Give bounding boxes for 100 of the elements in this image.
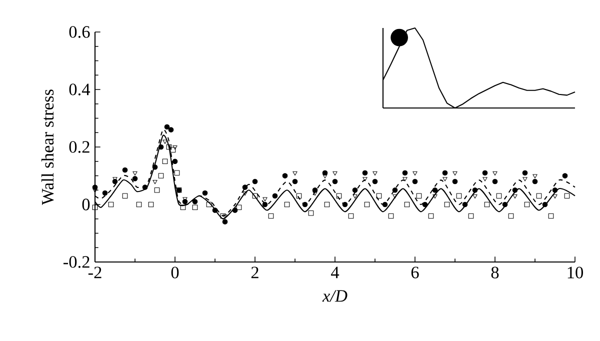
point — [542, 202, 548, 208]
point — [174, 170, 180, 176]
point — [252, 178, 258, 184]
point — [148, 202, 154, 208]
point — [348, 213, 354, 219]
point — [508, 213, 514, 219]
point — [564, 193, 570, 199]
point — [312, 187, 318, 193]
y-tick-label: 0.2 — [69, 141, 90, 153]
point — [122, 193, 128, 199]
point — [548, 213, 554, 219]
point — [392, 194, 398, 199]
point — [162, 140, 168, 144]
point — [162, 158, 168, 164]
point — [332, 171, 338, 176]
point — [152, 164, 158, 170]
point — [502, 202, 508, 208]
x-tick-label: 8 — [491, 266, 499, 278]
point — [220, 213, 226, 219]
x-tick-label: 2 — [251, 266, 258, 278]
point — [166, 144, 172, 150]
x-tick-label: 4 — [331, 266, 340, 278]
y-tick-label: 0 — [82, 198, 90, 210]
point — [352, 194, 358, 199]
point — [292, 178, 298, 184]
point — [302, 202, 308, 208]
point — [236, 204, 242, 210]
point — [132, 171, 138, 176]
point — [364, 202, 370, 208]
point — [308, 210, 314, 216]
point — [432, 194, 438, 199]
point — [172, 158, 178, 164]
point — [536, 193, 542, 199]
y-axis-title: Wall shear stress — [41, 90, 54, 205]
point — [402, 170, 408, 176]
point — [362, 170, 368, 176]
point — [382, 202, 388, 208]
point — [452, 178, 458, 184]
point — [164, 124, 170, 130]
point — [252, 193, 258, 199]
point — [412, 171, 418, 176]
point — [136, 202, 142, 208]
point — [92, 204, 98, 210]
point — [522, 177, 528, 182]
point — [496, 193, 502, 199]
point — [524, 202, 530, 208]
point — [312, 192, 318, 196]
point — [154, 187, 160, 193]
point — [284, 202, 290, 208]
point — [484, 202, 490, 208]
point — [552, 194, 558, 199]
point — [442, 177, 448, 182]
point — [342, 202, 348, 208]
point — [372, 178, 378, 184]
point — [482, 170, 488, 176]
x-tick-label: 10 — [568, 266, 584, 278]
point — [444, 202, 450, 208]
point — [158, 144, 164, 150]
point — [192, 204, 198, 210]
point — [352, 187, 358, 193]
point — [404, 202, 410, 208]
point — [152, 180, 158, 184]
point — [512, 194, 518, 199]
y-tick-label: -0.2 — [64, 256, 90, 268]
point — [222, 214, 228, 219]
point — [402, 177, 408, 182]
point — [292, 171, 298, 176]
x-tick-label: 6 — [411, 266, 419, 278]
point — [222, 219, 228, 224]
point — [92, 184, 98, 190]
point — [322, 174, 328, 178]
point — [168, 127, 174, 132]
point — [442, 170, 448, 176]
point — [522, 170, 528, 176]
point — [462, 202, 468, 208]
point — [468, 213, 474, 219]
x-tick-label: -2 — [88, 266, 102, 278]
y-tick-label: 0.4 — [69, 84, 90, 96]
point — [212, 208, 218, 213]
point — [132, 176, 138, 182]
point — [452, 171, 458, 176]
point — [108, 202, 114, 208]
point — [432, 187, 438, 193]
point — [102, 190, 108, 196]
point — [272, 193, 278, 199]
point — [206, 202, 212, 208]
point — [296, 193, 302, 199]
point — [392, 187, 398, 193]
point — [376, 193, 382, 199]
point — [362, 177, 368, 182]
point — [242, 192, 248, 196]
point — [532, 174, 538, 178]
point — [388, 213, 394, 219]
point — [472, 194, 478, 199]
point — [472, 187, 478, 193]
x-tick-label: 0 — [171, 266, 179, 278]
point — [428, 213, 434, 219]
point — [456, 193, 462, 199]
point — [412, 178, 418, 184]
point — [336, 193, 342, 199]
